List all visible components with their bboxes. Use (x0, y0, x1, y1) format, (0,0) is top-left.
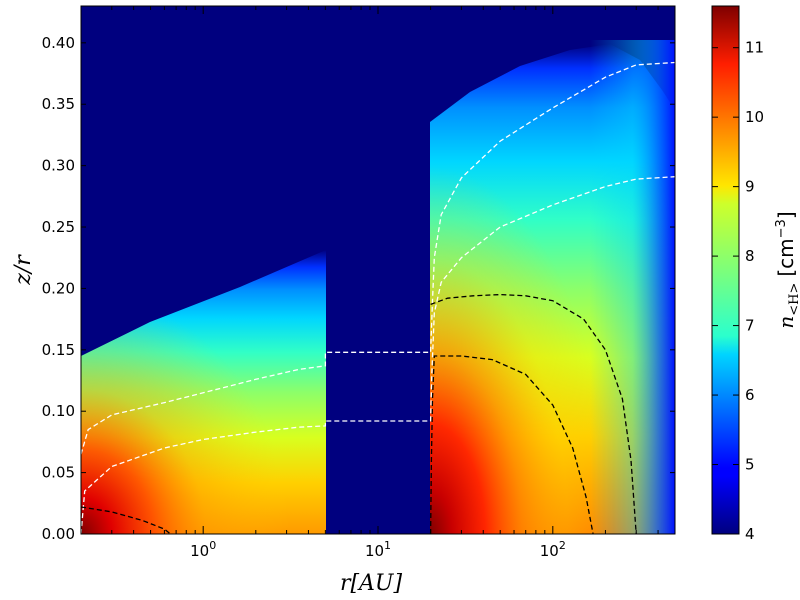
y-tick-label: 0.00 (42, 525, 75, 543)
colorbar-ticks: 4 5 6 7 8 9 10 11 (712, 39, 764, 543)
y-tick-label: 0.20 (42, 279, 75, 297)
y-tick-label: 0.40 (42, 34, 75, 52)
colorbar-label-exponent: −3 (774, 219, 789, 238)
x-axis-label: r[AU] (340, 571, 403, 596)
colorbar (711, 5, 740, 535)
colorbar-tick-label: 4 (745, 525, 755, 543)
colorbar-label-unit: [cm (774, 238, 798, 276)
y-tick-label: 0.05 (42, 464, 75, 482)
colorbar-tick-label: 7 (745, 317, 755, 335)
x-tick-label: 101 (365, 539, 391, 560)
contours (81, 61, 675, 534)
colorbar-tick-label: 9 (745, 178, 755, 196)
contour-line-1 (81, 176, 675, 534)
colorbar-tick-label: 6 (745, 386, 755, 404)
colorbar-label-subscript: <H> (787, 283, 800, 316)
y-tick-label: 0.35 (42, 95, 75, 113)
y-tick-label: 0.10 (42, 402, 75, 420)
colorbar-label: n<H> [cm−3] (774, 211, 800, 328)
y-tick-label: 0.25 (42, 218, 75, 236)
colorbar-tick-label: 8 (745, 247, 755, 265)
colorbar-tick-label: 10 (745, 108, 764, 126)
inner-disk-core (81, 250, 326, 534)
y-tick-label: 0.30 (42, 157, 75, 175)
y-tick-label: 0.15 (42, 341, 75, 359)
colorbar-label-symbol: n (774, 316, 798, 329)
axis-ticks: 0.00 0.05 0.10 0.15 0.20 0.25 0.30 0.35 0.40 100 1… (42, 6, 676, 560)
colorbar-tick-label: 11 (745, 39, 764, 57)
x-tick-label: 100 (190, 539, 216, 560)
colorbar-tick-label: 5 (745, 456, 755, 474)
x-tick-label: 102 (540, 539, 566, 560)
colorbar-label-close: ] (774, 211, 798, 219)
contour-line-4 (81, 506, 171, 534)
contour-line-2 (429, 355, 594, 534)
y-axis-label: z/r (11, 254, 36, 286)
contour-line-3 (430, 293, 637, 534)
contour-line-0 (81, 61, 675, 455)
outer-disk-edge (590, 40, 675, 534)
